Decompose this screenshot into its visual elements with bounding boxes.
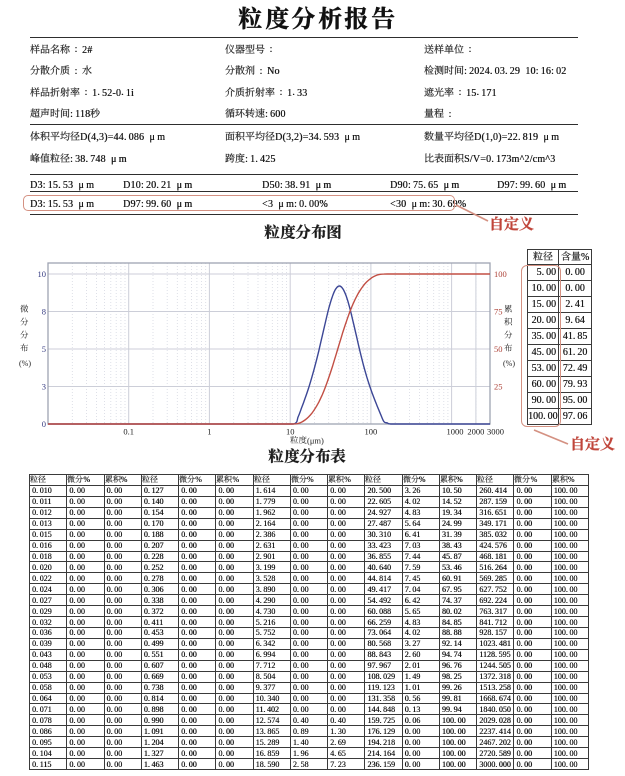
svg-text:10: 10: [38, 269, 47, 279]
svg-text:10: 10: [286, 427, 295, 437]
svg-text:3000: 3000: [487, 427, 504, 437]
svg-text:0: 0: [42, 419, 46, 429]
svg-text:3: 3: [42, 382, 46, 392]
svg-text:0.1: 0.1: [123, 427, 134, 437]
svg-text:(%): (%): [19, 359, 31, 368]
svg-text:1: 1: [207, 427, 211, 437]
svg-text:8: 8: [42, 307, 46, 317]
svg-text:100: 100: [494, 269, 507, 279]
svg-text:(%): (%): [503, 359, 515, 368]
svg-text:1000: 1000: [447, 427, 464, 437]
svg-text:50: 50: [494, 344, 503, 354]
svg-text:(μm): (μm): [307, 436, 324, 446]
svg-text:25: 25: [494, 382, 503, 392]
svg-text:75: 75: [494, 307, 503, 317]
svg-text:5: 5: [42, 344, 46, 354]
svg-text:2000: 2000: [467, 427, 484, 437]
svg-text:100: 100: [365, 427, 378, 437]
